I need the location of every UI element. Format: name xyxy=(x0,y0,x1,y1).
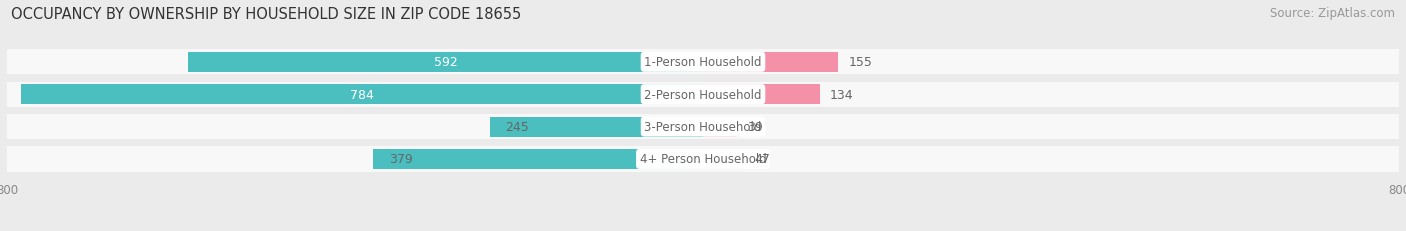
Bar xyxy=(489,117,703,137)
Bar xyxy=(373,149,703,169)
Bar xyxy=(703,52,838,73)
Text: 245: 245 xyxy=(506,121,529,134)
Bar xyxy=(21,85,703,105)
Text: OCCUPANCY BY OWNERSHIP BY HOUSEHOLD SIZE IN ZIP CODE 18655: OCCUPANCY BY OWNERSHIP BY HOUSEHOLD SIZE… xyxy=(11,7,522,22)
Text: 2-Person Household: 2-Person Household xyxy=(644,88,762,101)
Text: 47: 47 xyxy=(755,153,770,166)
Text: 592: 592 xyxy=(433,56,457,69)
Bar xyxy=(7,147,1399,172)
Text: 1-Person Household: 1-Person Household xyxy=(644,56,762,69)
Text: 784: 784 xyxy=(350,88,374,101)
Text: 155: 155 xyxy=(848,56,872,69)
Text: 134: 134 xyxy=(830,88,853,101)
Bar xyxy=(7,50,1399,75)
Text: 379: 379 xyxy=(389,153,413,166)
Bar xyxy=(7,82,1399,107)
Text: Source: ZipAtlas.com: Source: ZipAtlas.com xyxy=(1270,7,1395,20)
Bar xyxy=(703,117,737,137)
Text: 3-Person Household: 3-Person Household xyxy=(644,121,762,134)
Bar xyxy=(703,85,820,105)
Bar xyxy=(7,114,1399,140)
Text: 4+ Person Household: 4+ Person Household xyxy=(640,153,766,166)
Bar xyxy=(703,149,744,169)
Bar xyxy=(188,52,703,73)
Text: 39: 39 xyxy=(748,121,763,134)
